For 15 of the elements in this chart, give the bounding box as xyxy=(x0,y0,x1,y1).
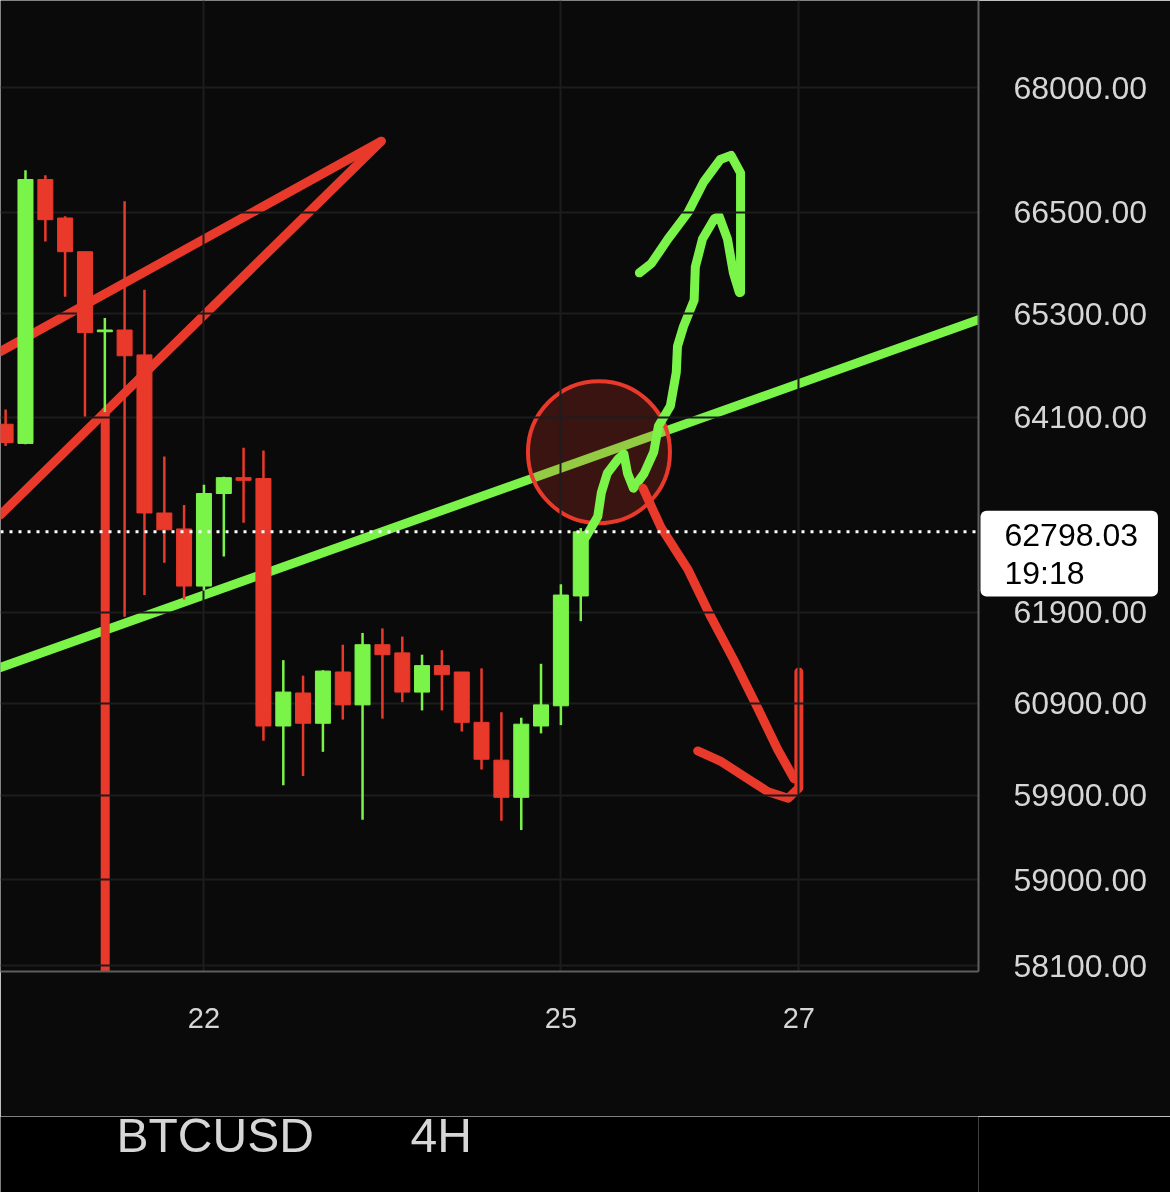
x-tick-label: 25 xyxy=(544,1001,578,1034)
y-tick-label: 59000.00 xyxy=(1013,861,1147,898)
text: 4H xyxy=(410,1109,472,1162)
y-tick-label: 68000.00 xyxy=(1013,69,1147,106)
y-tick-label: 65300.00 xyxy=(1013,295,1147,332)
text: BTCUSD xyxy=(116,1109,314,1162)
y-tick-label: 64100.00 xyxy=(1013,399,1147,436)
y-tick-label: 66500.00 xyxy=(1013,194,1147,231)
ref-line-label: 62798.03 19:18 xyxy=(1004,516,1138,591)
x-tick-label: 22 xyxy=(187,1001,221,1034)
y-tick-label: 58100.00 xyxy=(1013,947,1147,984)
y-tick-label: 59900.00 xyxy=(1013,777,1147,814)
y-tick-label: 60900.00 xyxy=(1013,685,1147,722)
y-tick-label: 61900.00 xyxy=(1013,594,1147,631)
x-tick-label: 27 xyxy=(782,1001,815,1034)
